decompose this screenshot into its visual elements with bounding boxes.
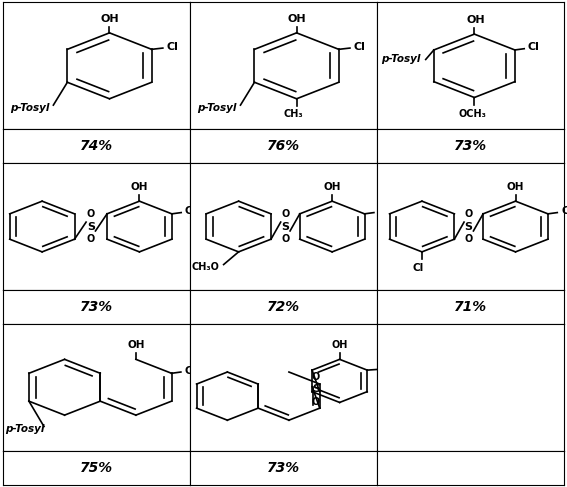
Text: p-Tosyl: p-Tosyl [10, 103, 50, 112]
Text: Cl: Cl [528, 42, 540, 53]
Text: O: O [312, 397, 320, 407]
Text: OH: OH [287, 14, 306, 24]
Text: O: O [87, 234, 95, 244]
Text: 73%: 73% [454, 139, 487, 153]
Text: Cl: Cl [413, 263, 424, 273]
Text: p-Tosyl: p-Tosyl [381, 55, 420, 64]
Text: Cl: Cl [185, 206, 196, 216]
Text: CH₃: CH₃ [283, 109, 303, 119]
Text: OH: OH [507, 182, 524, 192]
Text: 73%: 73% [267, 461, 300, 475]
Text: Cl: Cl [167, 42, 179, 52]
Text: Cl: Cl [185, 366, 196, 376]
Text: O: O [87, 209, 95, 219]
Text: OH: OH [100, 14, 119, 24]
Text: S: S [312, 384, 320, 394]
Text: O: O [464, 209, 473, 219]
Text: 71%: 71% [454, 300, 487, 314]
Text: 72%: 72% [267, 300, 300, 314]
Text: Cl: Cl [380, 364, 391, 374]
Text: 75%: 75% [80, 461, 113, 475]
Text: O: O [464, 234, 473, 244]
Text: p-Tosyl: p-Tosyl [197, 103, 237, 112]
Text: O: O [281, 209, 290, 219]
Text: S: S [281, 222, 289, 231]
Text: O: O [281, 234, 290, 244]
Text: CH₃O: CH₃O [192, 262, 219, 272]
Text: OCH₃: OCH₃ [459, 109, 486, 119]
Text: Cl: Cl [561, 206, 567, 216]
Text: OH: OH [323, 182, 341, 192]
Text: p-Tosyl: p-Tosyl [5, 424, 44, 434]
Text: OH: OH [127, 340, 145, 351]
Text: OH: OH [332, 340, 348, 351]
Text: 73%: 73% [80, 300, 113, 314]
Text: Cl: Cl [354, 42, 366, 52]
Text: OH: OH [130, 182, 148, 192]
Text: Cl: Cl [378, 206, 389, 216]
Text: O: O [312, 372, 320, 381]
Text: S: S [465, 222, 473, 231]
Text: S: S [87, 222, 95, 231]
Text: OH: OH [467, 15, 485, 25]
Text: 76%: 76% [267, 139, 300, 153]
Text: 74%: 74% [80, 139, 113, 153]
